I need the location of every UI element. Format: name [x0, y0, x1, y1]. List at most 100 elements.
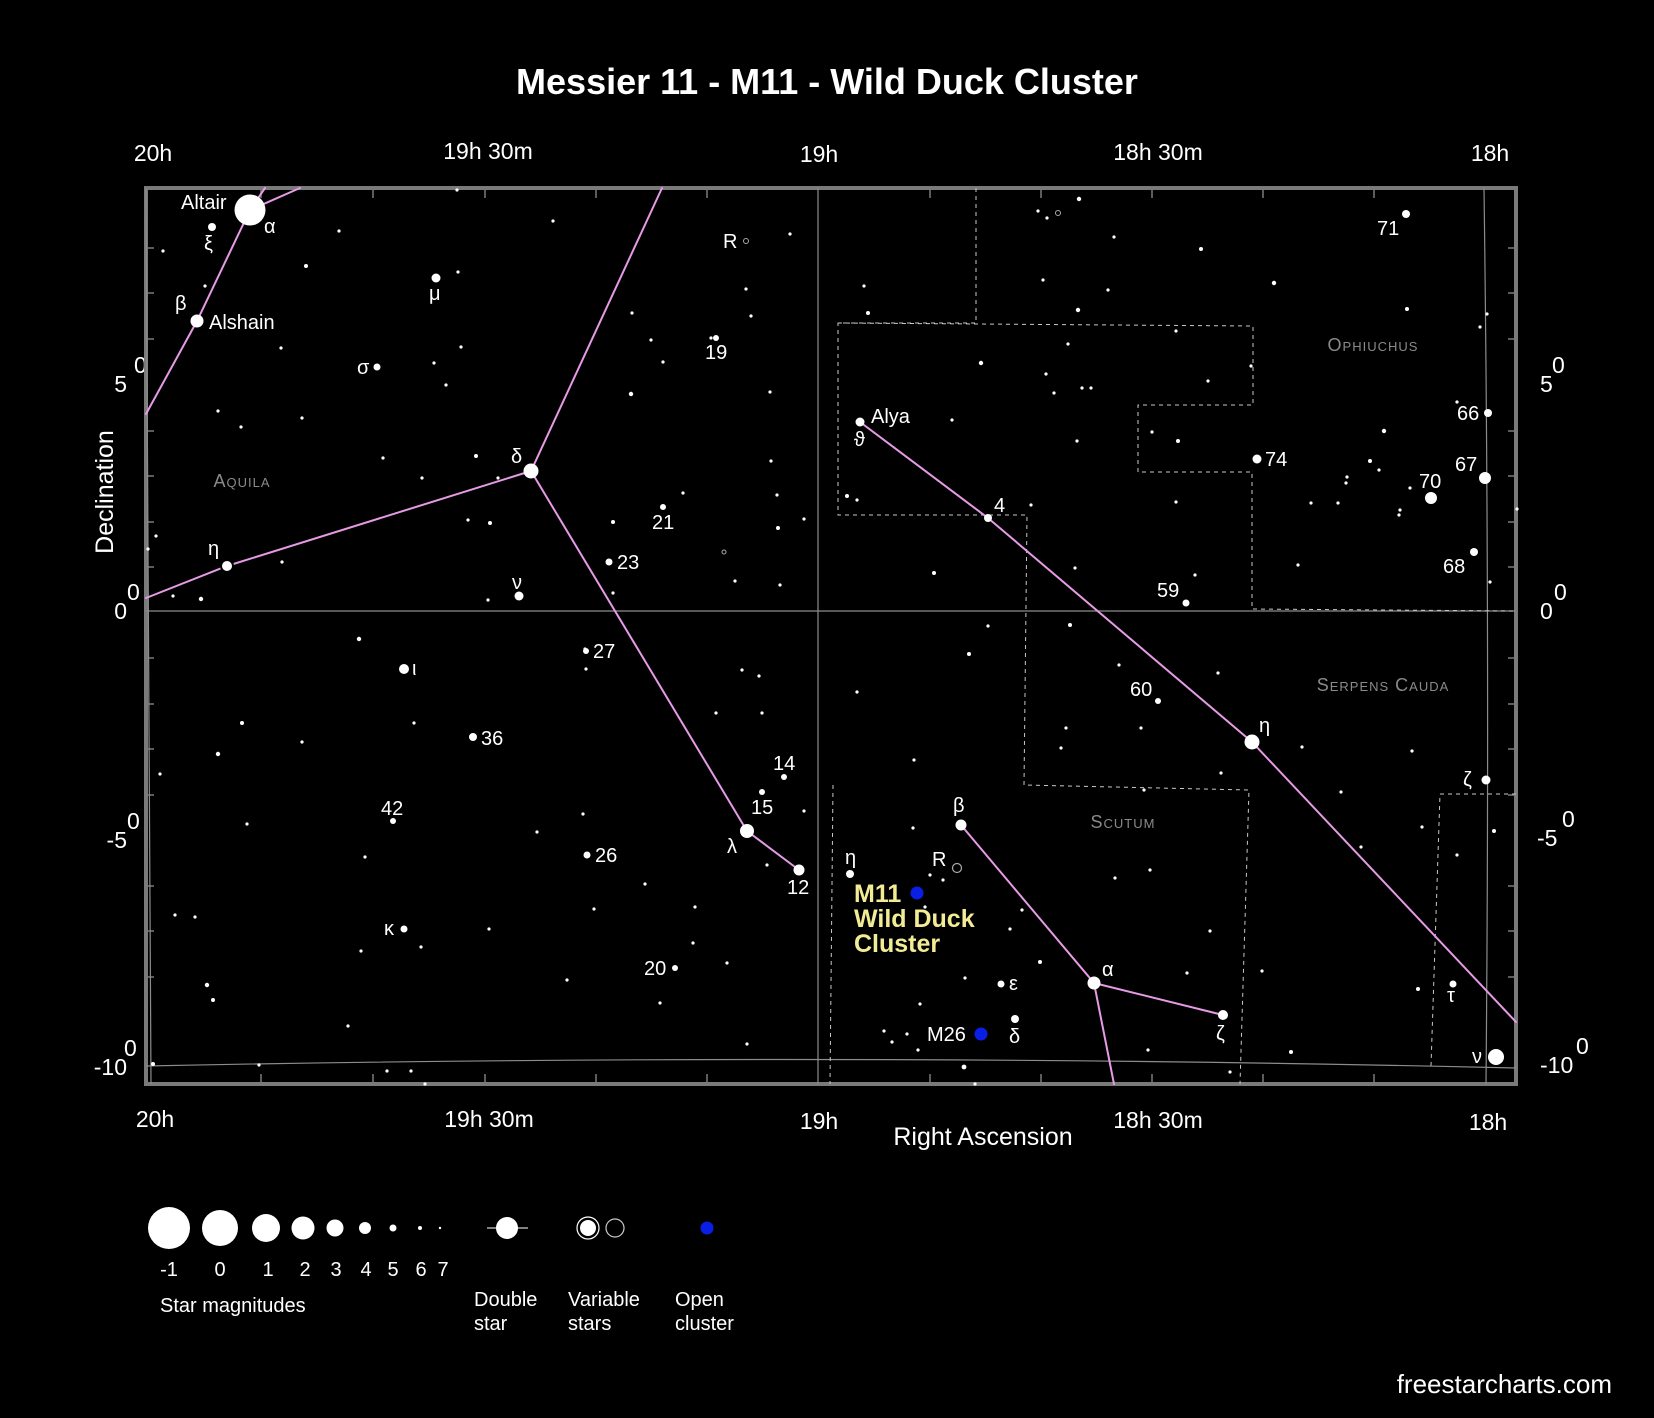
ra-tick-bottom-18h30m: 18h 30m — [1113, 1107, 1203, 1133]
label-68-oph: 68 — [1443, 556, 1465, 578]
serpens-line — [859, 421, 1517, 1023]
ra-gridline-18h — [1483, 187, 1489, 1085]
aquila-line-eta-delta — [145, 187, 663, 599]
ra-top-ticks: 20h 19h 30m 19h 18h 30m 18h — [134, 138, 1509, 167]
star-zeta-sct — [1218, 1010, 1228, 1020]
star-delta-sct — [1011, 1015, 1019, 1023]
star-mu-aql — [431, 273, 441, 283]
star-epsilon-sct — [997, 980, 1005, 988]
star-26-aql — [583, 851, 591, 859]
star-r-sct-variable — [951, 862, 963, 874]
label-alshain: Alshain — [209, 312, 275, 334]
label-74-oph: 74 — [1265, 449, 1287, 471]
label-beta-sct: β — [953, 795, 965, 817]
label-27-aql: 27 — [593, 641, 615, 663]
label-iota-aql: ι — [412, 658, 416, 680]
x-axis-title: Right Ascension — [893, 1123, 1072, 1151]
star-19-aql — [713, 335, 719, 341]
legend-double-star-icon — [496, 1217, 518, 1239]
legend-open-cluster-icon — [700, 1221, 714, 1235]
star-59-ser — [1182, 599, 1190, 607]
legend-variable-star-open-icon — [605, 1218, 625, 1238]
label-14-aql: 14 — [773, 753, 795, 775]
legend-mag-minus1: -1 — [160, 1259, 178, 1281]
label-67-oph: 67 — [1455, 454, 1477, 476]
star-altair — [234, 194, 266, 226]
label-70-oph: 70 — [1419, 471, 1441, 493]
legend-variable-line2: stars — [568, 1313, 611, 1335]
dec-tick-left-0: 0 — [114, 598, 127, 624]
label-eta-aql: η — [208, 538, 219, 560]
label-delta-sct: δ — [1009, 1026, 1020, 1048]
legend-variable-star-filled-icon — [578, 1218, 598, 1238]
degree-mark: 0 — [1554, 579, 1567, 605]
ra-tick-top-18h30m: 18h 30m — [1113, 139, 1203, 165]
star-zeta-ser — [1481, 775, 1491, 785]
legend-magnitudes-title: Star magnitudes — [160, 1295, 306, 1317]
label-altair: Altair — [181, 192, 227, 214]
faint-variable-stars — [721, 210, 1061, 555]
star-74-oph — [1252, 454, 1262, 464]
label-66-oph: 66 — [1457, 403, 1479, 425]
star-alpha-sct — [1087, 976, 1101, 990]
label-26-aql: 26 — [595, 845, 617, 867]
legend-magnitude-symbols — [148, 1207, 442, 1249]
legend-mag-7: 7 — [437, 1259, 448, 1281]
chart-title: Messier 11 - M11 - Wild Duck Cluster — [516, 61, 1138, 102]
constellation-label-scutum: Scutum — [1091, 812, 1156, 832]
degree-mark: 0 — [124, 1035, 137, 1061]
target-label-line1: M11 — [854, 880, 901, 908]
degree-mark: 0 — [127, 579, 140, 605]
label-60-ser: 60 — [1130, 679, 1152, 701]
legend-open-line2: cluster — [675, 1313, 734, 1335]
star-alshain — [190, 314, 204, 328]
legend-mag-5: 5 — [387, 1259, 398, 1281]
label-mu-aql: μ — [429, 283, 441, 305]
star-beta-sct — [955, 819, 967, 831]
star-27-aql — [583, 648, 589, 654]
star-iota-aql — [399, 664, 409, 674]
star-nu-aql — [514, 591, 524, 601]
constellation-label-ophiuchus: Ophiuchus — [1328, 335, 1419, 355]
star-36-aql — [469, 733, 477, 741]
star-60-ser — [1155, 698, 1161, 704]
label-beta-aql: β — [175, 293, 187, 315]
legend-double-line1: Double — [474, 1289, 537, 1311]
label-epsilon-sct: ε — [1009, 973, 1018, 995]
degree-mark: 0 — [1552, 352, 1565, 378]
star-xi-aql — [208, 223, 216, 231]
dec-tick-left-5: 5 — [114, 371, 127, 397]
label-xi-aql: ξ — [204, 233, 213, 255]
degree-mark: 0 — [1562, 806, 1575, 832]
dec-right-ticks: 5 0 0 0 -5 0 -10 0 — [1537, 352, 1589, 1078]
ra-tick-bottom-19h: 19h — [800, 1108, 838, 1134]
legend-mag-2: 2 — [299, 1259, 310, 1281]
label-sigma-aql: σ — [357, 357, 370, 379]
label-23-aql: 23 — [617, 552, 639, 574]
degree-mark: 0 — [1576, 1033, 1589, 1059]
ra-tick-top-20h: 20h — [134, 140, 172, 166]
label-21-aql: 21 — [652, 512, 674, 534]
label-15-aql: 15 — [751, 797, 773, 819]
label-theta-ser: ϑ — [854, 429, 865, 451]
star-kappa-aql — [400, 925, 408, 933]
star-delta-aql — [523, 463, 539, 479]
named-stars — [190, 194, 1504, 1065]
star-12-aql — [793, 864, 805, 876]
dec-left-ticks: 5 0 0 0 -5 0 -10 0 — [94, 352, 147, 1080]
star-20-aql — [672, 965, 678, 971]
star-alya — [855, 417, 865, 427]
star-23-aql — [605, 558, 613, 566]
label-zeta-sct: ζ — [1216, 1023, 1225, 1045]
star-66-oph — [1484, 409, 1492, 417]
star-67-oph — [1479, 472, 1491, 484]
star-14-aql — [781, 774, 787, 780]
dec-tick-right-0: 0 — [1540, 598, 1553, 624]
star-lambda-aql — [740, 824, 754, 838]
label-19-aql: 19 — [705, 342, 727, 364]
legend-mag-6: 6 — [415, 1259, 426, 1281]
label-alpha-sct: α — [1102, 959, 1114, 981]
star-labels: Altair α ξ β Alshain μ σ δ η ν ι 36 42 κ… — [175, 192, 1482, 1068]
label-alpha-aql: α — [264, 216, 276, 238]
star-70-oph — [1425, 492, 1437, 504]
